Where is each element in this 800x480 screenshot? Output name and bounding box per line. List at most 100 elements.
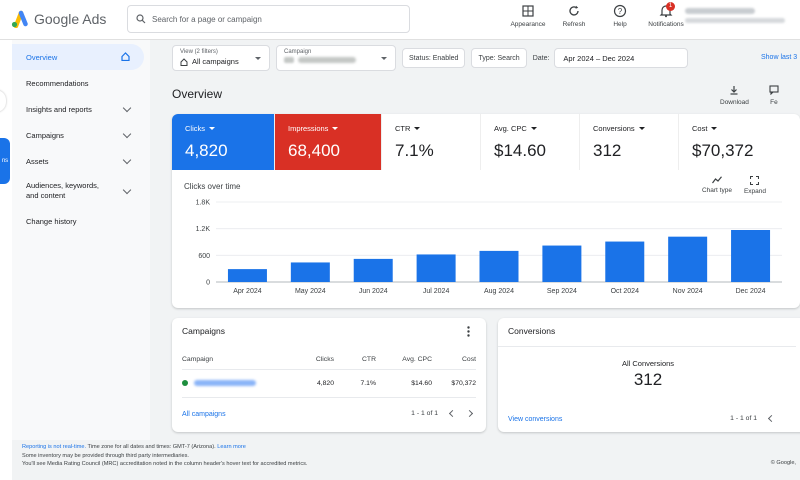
column-header-cost[interactable]: Cost <box>462 356 476 363</box>
column-header-avg-cpc[interactable]: Avg. CPC <box>402 356 432 363</box>
feedback-button[interactable]: Fe <box>769 85 779 106</box>
refresh-button[interactable]: Refresh <box>551 4 597 28</box>
bar-aug-2024[interactable] <box>479 250 519 282</box>
metric-label: CTR <box>395 124 411 133</box>
metric-value: 4,820 <box>185 141 228 160</box>
notification-badge: 1 <box>666 2 675 11</box>
prev-page-icon[interactable] <box>767 414 776 423</box>
x-tick-label: Jun 2024 <box>359 288 388 295</box>
bar-jun-2024[interactable] <box>353 258 393 282</box>
date-range-value: Apr 2024 – Dec 2024 <box>563 53 635 63</box>
account-email-redacted <box>685 18 785 23</box>
sidebar-item-change-history[interactable]: Change history <box>12 208 150 234</box>
refresh-label: Refresh <box>562 21 586 28</box>
x-tick-label: Sep 2024 <box>547 288 577 295</box>
top-bar: Google Ads Search for a page or campaign… <box>0 0 800 40</box>
sidebar-item-recommendations[interactable]: Recommendations <box>12 70 150 96</box>
campaign-filter-select[interactable]: Campaign <box>276 45 396 71</box>
card-title: Conversions <box>508 326 556 336</box>
metric-impressions[interactable]: Impressions 68,400 <box>275 114 382 170</box>
campaigns-table: Campaign Clicks CTR Avg. CPC Cost 4,820 … <box>182 356 476 398</box>
caret-down-icon <box>530 127 537 130</box>
x-tick-label: Oct 2024 <box>611 288 640 295</box>
campaign-name-redacted[interactable] <box>194 380 256 387</box>
reporting-link[interactable]: Reporting is not real-time. <box>22 444 87 450</box>
metric-avg-cpc[interactable]: Avg. CPC $14.60 <box>481 114 580 170</box>
download-button[interactable]: Download <box>720 85 749 106</box>
x-tick-label: Aug 2024 <box>484 288 514 295</box>
prev-page-icon[interactable] <box>448 409 457 418</box>
chevron-down-icon <box>122 155 132 165</box>
metric-value: 312 <box>593 141 622 160</box>
caret-down-icon <box>638 127 645 130</box>
footer: Reporting is not real-time. Time zone fo… <box>22 443 307 469</box>
bar-sep-2024[interactable] <box>542 245 582 282</box>
next-page-icon[interactable] <box>465 409 474 418</box>
show-last-link[interactable]: Show last 3 <box>761 54 798 61</box>
rail-campaigns-label: ns <box>1 158 9 164</box>
search-input[interactable]: Search for a page or campaign <box>127 5 410 33</box>
x-tick-label: Nov 2024 <box>673 288 703 295</box>
all-campaigns-link[interactable]: All campaigns <box>182 411 226 418</box>
sidebar-item-audiences[interactable]: Audiences, keywords, and content <box>12 174 150 208</box>
rail-campaigns-item[interactable]: ns <box>0 138 10 184</box>
metric-ctr[interactable]: CTR 7.1% <box>382 114 481 170</box>
bar-oct-2024[interactable] <box>605 241 645 282</box>
search-icon <box>136 14 146 24</box>
expand-button[interactable]: Expand <box>744 176 766 195</box>
clicks-bar-chart: 1.8K 1.2K 600 0 Apr 2024 May 2024 Jun 2024 Jul … <box>196 200 782 295</box>
x-tick-label: Dec 2024 <box>736 288 766 295</box>
sidebar-item-campaigns[interactable]: Campaigns <box>12 122 150 148</box>
help-label: Help <box>613 21 627 28</box>
metric-clicks[interactable]: Clicks 4,820 <box>172 114 275 170</box>
caret-down-icon <box>711 127 718 130</box>
pagination-text: 1 - 1 of 1 <box>730 415 757 422</box>
caret-down-icon <box>332 127 339 130</box>
account-info[interactable] <box>685 8 795 23</box>
sidebar-item-label: Audiences, keywords, and content <box>26 181 99 200</box>
chart-type-button[interactable]: Chart type <box>702 176 732 195</box>
view-conversions-link[interactable]: View conversions <box>508 416 563 423</box>
appearance-button[interactable]: Appearance <box>505 4 551 28</box>
metric-cost[interactable]: Cost $70,372 <box>679 114 799 170</box>
view-filter-select[interactable]: View (2 filters) All campaigns <box>172 45 270 71</box>
line-chart-icon <box>711 176 722 184</box>
column-header-campaign[interactable]: Campaign <box>182 356 213 363</box>
sidebar-item-insights[interactable]: Insights and reports <box>12 96 150 122</box>
bar-apr-2024[interactable] <box>227 269 267 282</box>
help-button[interactable]: ? Help <box>597 4 643 28</box>
google-ads-logo-icon <box>11 10 28 28</box>
sidebar-item-label: Insights and reports <box>26 104 92 114</box>
column-header-clicks[interactable]: Clicks <box>315 356 334 363</box>
more-vert-icon[interactable] <box>467 326 470 337</box>
metric-label: Clicks <box>185 124 205 133</box>
dropdown-arrow-icon <box>381 57 387 60</box>
x-tick-label: Jul 2024 <box>423 288 450 295</box>
account-name-redacted <box>685 8 755 14</box>
table-row[interactable]: 4,820 7.1% $14.60 $70,372 <box>182 370 476 398</box>
column-header-ctr[interactable]: CTR <box>362 356 376 363</box>
page-title: Overview <box>172 87 223 101</box>
bar-dec-2024[interactable] <box>731 230 771 282</box>
metric-value: $14.60 <box>494 141 546 160</box>
bar-nov-2024[interactable] <box>668 236 708 282</box>
status-filter-chip[interactable]: Status: Enabled <box>402 48 466 68</box>
metric-tabs: Clicks 4,820 Impressions 68,400 CTR 7.1%… <box>172 114 800 170</box>
x-tick-label: May 2024 <box>295 288 326 295</box>
sidebar-item-overview[interactable]: Overview <box>12 44 144 70</box>
rail-create-button[interactable] <box>0 90 6 112</box>
sidebar-item-assets[interactable]: Assets <box>12 148 150 174</box>
inventory-note: Some inventory may be provided through t… <box>22 452 189 459</box>
bar-jul-2024[interactable] <box>416 254 456 282</box>
sidebar-item-label: Change history <box>26 216 77 226</box>
date-range-select[interactable]: Apr 2024 – Dec 2024 <box>554 48 689 68</box>
bar-may-2024[interactable] <box>290 262 330 282</box>
metric-conversions[interactable]: Conversions 312 <box>580 114 679 170</box>
cell-avg-cpc: $14.60 <box>411 380 432 387</box>
learn-more-link[interactable]: Learn more <box>217 444 246 450</box>
pagination-text: 1 - 1 of 1 <box>411 410 438 417</box>
google-ads-logo[interactable]: Google Ads <box>10 10 106 28</box>
notifications-button[interactable]: 1 Notifications <box>643 2 689 28</box>
metric-label: Conversions <box>593 124 635 133</box>
type-filter-chip[interactable]: Type: Search <box>471 48 527 68</box>
